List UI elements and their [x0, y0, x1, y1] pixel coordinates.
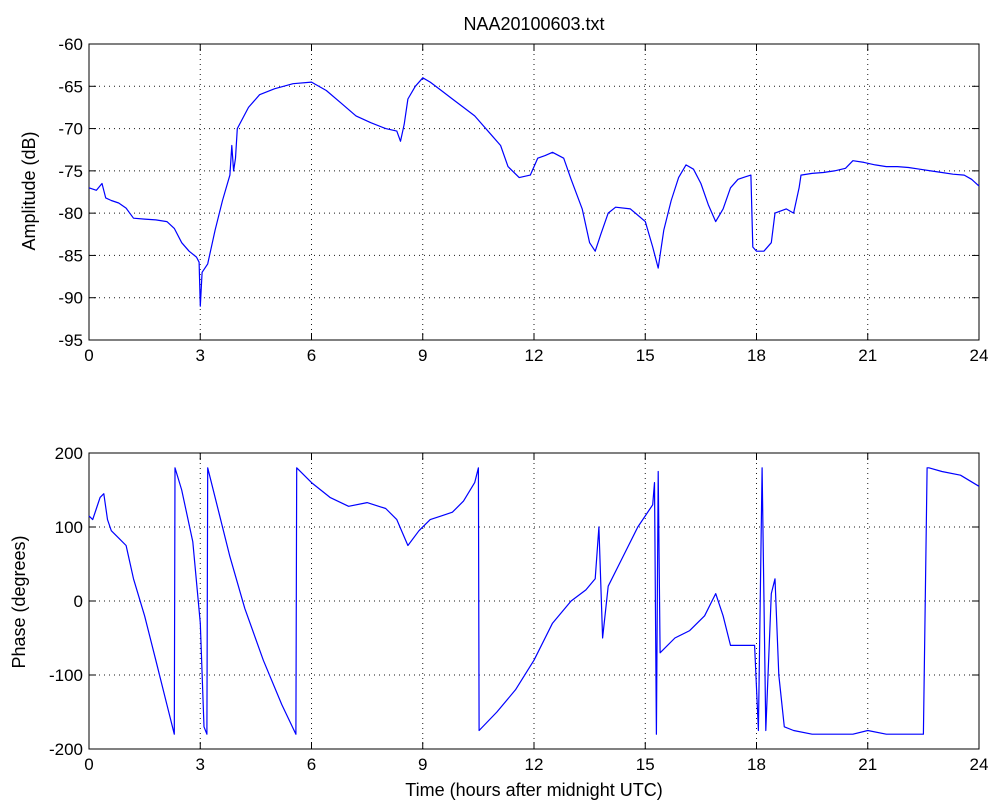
phase-x-tick-label: 6 [307, 755, 316, 774]
phase-x-tick-label: 9 [418, 755, 427, 774]
amplitude-x-tick-label: 15 [636, 346, 655, 365]
phase-y-tick-label: 100 [55, 518, 83, 537]
phase-series-line [88, 467, 980, 735]
amplitude-y-tick-label: -85 [58, 246, 83, 265]
phase-x-tick-label: 12 [525, 755, 544, 774]
amplitude-series-line [88, 77, 980, 307]
amplitude-x-tick-label: 12 [525, 346, 544, 365]
phase-y-tick-label: 200 [55, 444, 83, 463]
phase-x-axis-label: Time (hours after midnight UTC) [405, 780, 662, 800]
amplitude-y-tick-label: -70 [58, 120, 83, 139]
amplitude-y-tick-label: -90 [58, 289, 83, 308]
chart-title: NAA20100603.txt [463, 14, 604, 34]
amplitude-x-tick-label: 6 [307, 346, 316, 365]
amplitude-x-tick-label: 0 [84, 346, 93, 365]
phase-y-tick-label: 0 [74, 592, 83, 611]
phase-x-tick-label: 18 [747, 755, 766, 774]
amplitude-y-tick-label: -95 [58, 331, 83, 350]
amplitude-y-tick-label: -60 [58, 35, 83, 54]
phase-x-tick-label: 3 [196, 755, 205, 774]
phase-panel: 0 3 6 9 12 15 18 21 24 200 100 0 -100 -200 [49, 444, 988, 774]
phase-x-tick-label: 24 [970, 755, 989, 774]
phase-y-tick-label: -100 [49, 666, 83, 685]
amplitude-x-tick-label: 24 [970, 346, 989, 365]
amplitude-y-axis-label: Amplitude (dB) [19, 131, 39, 250]
amplitude-x-tick-label: 21 [858, 346, 877, 365]
amplitude-panel: 0 3 6 9 12 15 18 21 24 -60 -65 -70 -75 -80 -85 -90 -95 [58, 35, 988, 365]
phase-y-axis-label: Phase (degrees) [9, 535, 29, 668]
phase-x-tick-label: 21 [858, 755, 877, 774]
amplitude-y-tick-label: -65 [58, 77, 83, 96]
amplitude-plot-area [88, 43, 980, 341]
amplitude-x-tick-label: 9 [418, 346, 427, 365]
phase-y-tick-label: -200 [49, 740, 83, 759]
amplitude-x-tick-label: 3 [196, 346, 205, 365]
amplitude-y-tick-label: -80 [58, 204, 83, 223]
amplitude-y-tick-label: -75 [58, 162, 83, 181]
phase-x-tick-label: 15 [636, 755, 655, 774]
amplitude-x-tick-label: 18 [747, 346, 766, 365]
phase-x-tick-label: 0 [84, 755, 93, 774]
